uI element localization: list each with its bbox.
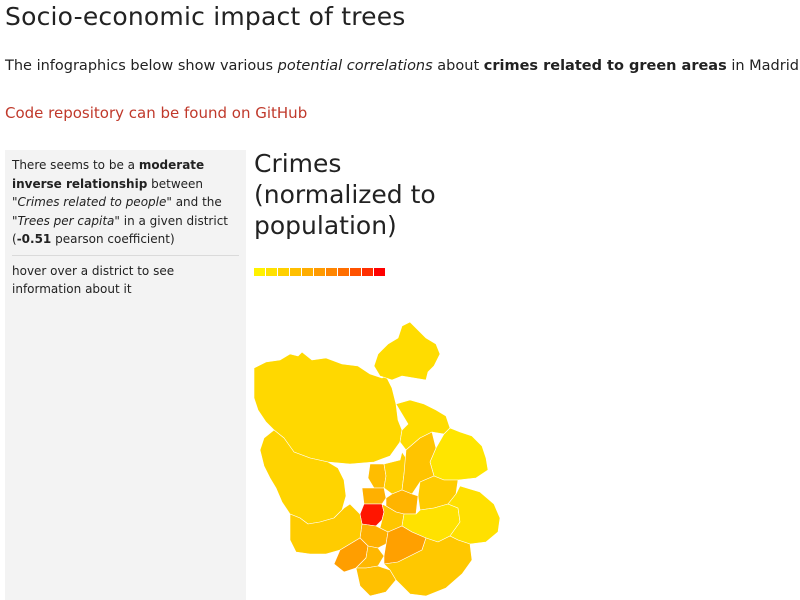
map-title: Crimes (normalized to population) [254, 149, 436, 240]
summary-strong: moderate inverse relationship [12, 158, 205, 191]
district-tetuan[interactable] [367, 463, 387, 489]
intro-strong: crimes related to green areas [483, 58, 727, 74]
district-vicalvaro[interactable] [447, 485, 501, 545]
legend-swatch [326, 268, 337, 276]
district-hortaleza[interactable] [373, 321, 441, 381]
github-repo-link[interactable]: Code repository can be found on GitHub [5, 104, 308, 122]
intro-part: in Madrid. [726, 58, 800, 74]
color-legend [254, 268, 386, 276]
legend-swatch [254, 268, 265, 276]
legend-swatch [314, 268, 325, 276]
summary-italic: "Trees per capita" [12, 213, 120, 228]
info-sidebar: There seems to be a moderate inverse rel… [5, 150, 246, 600]
summary-text: in a given district ( [12, 213, 228, 247]
intro-part: about [432, 58, 484, 74]
district-barajas[interactable] [429, 427, 489, 481]
correlation-summary: There seems to be a moderate inverse rel… [12, 156, 239, 256]
page-title: Socio-economic impact of trees [5, 2, 406, 31]
district-centro[interactable] [359, 503, 385, 527]
madrid-district-map[interactable] [250, 318, 510, 600]
legend-swatch [266, 268, 277, 276]
district-latina[interactable] [289, 503, 363, 555]
summary-text: There seems to be a [12, 158, 139, 172]
intro-text: The infographics below show various pote… [5, 58, 800, 74]
legend-swatch [278, 268, 289, 276]
summary-text: between [147, 176, 204, 191]
legend-swatch [302, 268, 313, 276]
legend-swatch [374, 268, 385, 276]
summary-text: and the [171, 195, 222, 209]
legend-swatch [338, 268, 349, 276]
legend-swatch [290, 268, 301, 276]
district-villa-vallecas[interactable] [383, 535, 473, 597]
hover-hint: hover over a district to see information… [12, 263, 175, 297]
intro-emphasis: potential correlations [277, 58, 433, 74]
intro-part: The infographics below show various [5, 58, 278, 74]
legend-swatch [362, 268, 373, 276]
district-chamberi[interactable] [361, 487, 387, 505]
summary-italic: "Crimes related to people" [12, 195, 172, 209]
summary-text: pearson coefficient) [51, 232, 175, 246]
legend-swatch [350, 268, 361, 276]
pearson-value: -0.51 [16, 232, 52, 246]
